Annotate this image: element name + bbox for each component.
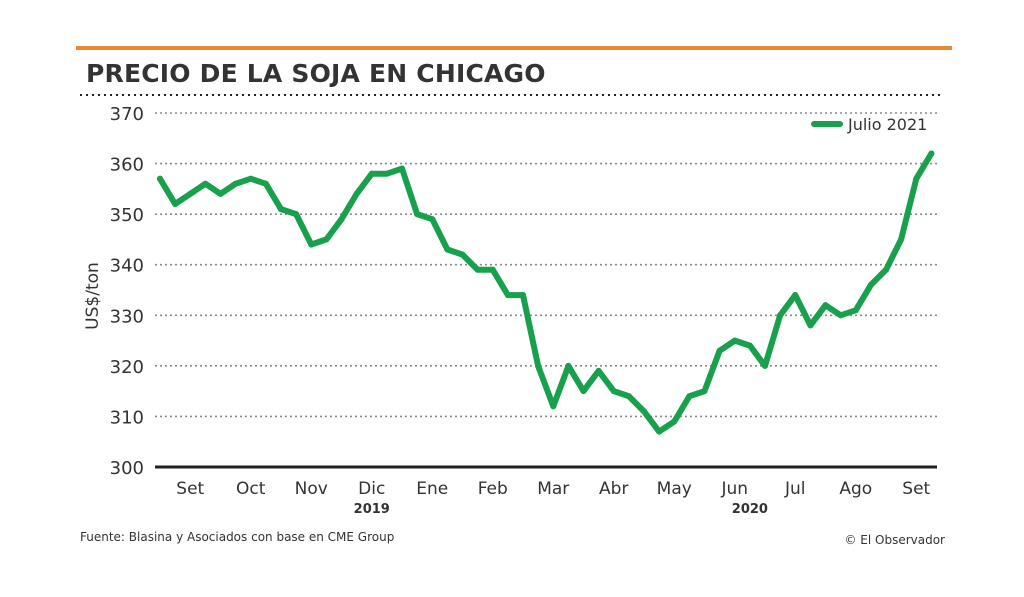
data-point — [898, 236, 905, 243]
data-point — [716, 347, 723, 354]
data-point — [641, 408, 647, 415]
top-accent-rule — [76, 46, 952, 50]
data-point — [807, 322, 814, 329]
data-point — [414, 211, 421, 218]
legend-label: Julio 2021 — [847, 115, 927, 134]
y-tick-label: 360 — [110, 155, 144, 176]
y-tick-label: 310 — [110, 407, 144, 428]
data-point — [399, 165, 405, 172]
y-tick-labels: 300 310 320 330 340 350 360 370 — [110, 104, 144, 479]
x-tick-label: Jul — [784, 479, 806, 499]
data-point — [822, 302, 829, 309]
data-point — [852, 307, 859, 314]
data-point — [595, 367, 602, 374]
data-point — [746, 342, 753, 349]
x-tick-label: Jun — [720, 479, 748, 499]
x-tick-label: Mar — [537, 479, 569, 499]
data-point — [762, 362, 768, 369]
data-point — [504, 292, 511, 299]
data-point — [444, 246, 451, 253]
data-point — [565, 362, 572, 369]
data-point — [913, 175, 920, 182]
year-label: 2019 — [354, 502, 390, 517]
data-point — [293, 211, 300, 218]
x-tick-label: Ago — [839, 479, 872, 499]
x-tick-labels: Set Oct Nov Dic Ene Feb Mar Abr May Jun Jul Ago Set — [176, 479, 930, 499]
y-tick-label: 300 — [110, 458, 144, 479]
data-point — [353, 190, 360, 197]
data-point — [686, 393, 693, 400]
data-point — [580, 388, 587, 395]
data-point — [247, 175, 254, 182]
data-point — [262, 180, 269, 187]
y-tick-label: 330 — [110, 306, 144, 327]
data-point — [474, 266, 481, 273]
y-tick-label: 340 — [110, 256, 144, 277]
x-tick-label: Set — [902, 479, 930, 499]
data-point — [671, 418, 678, 425]
data-point — [172, 201, 179, 208]
data-point — [625, 393, 632, 400]
x-tick-label: Dic — [358, 479, 385, 499]
data-point — [656, 428, 663, 435]
y-axis-label: US$/ton — [83, 262, 103, 330]
data-point — [187, 190, 194, 197]
x-tick-label: Abr — [599, 479, 628, 499]
data-point — [308, 241, 315, 248]
year-labels: 2019 2020 — [354, 502, 768, 517]
data-point — [610, 388, 617, 395]
data-point — [429, 216, 436, 223]
data-point — [323, 236, 330, 243]
data-point — [232, 180, 239, 187]
data-point — [867, 281, 874, 288]
y-tick-label: 320 — [110, 357, 144, 378]
data-point — [157, 175, 163, 182]
x-tick-label: Nov — [295, 479, 328, 499]
data-point — [278, 206, 284, 213]
credit-note: © El Observador — [844, 533, 945, 547]
data-point — [520, 292, 526, 299]
year-label: 2020 — [732, 502, 768, 517]
data-point — [202, 180, 209, 187]
grid-lines — [155, 112, 937, 418]
data-point — [928, 150, 935, 157]
data-point — [368, 170, 375, 177]
data-point — [777, 312, 784, 319]
series-line-julio-2021 — [157, 150, 935, 435]
data-point — [535, 362, 542, 369]
data-point — [701, 388, 708, 395]
data-point — [459, 251, 466, 258]
source-note: Fuente: Blasina y Asociados con base en … — [80, 530, 394, 544]
x-tick-label: Oct — [236, 479, 266, 499]
x-tick-label: Set — [176, 479, 204, 499]
data-point — [383, 170, 390, 177]
x-tick-label: Ene — [416, 479, 448, 499]
data-point — [883, 266, 889, 273]
chart-title: PRECIO DE LA SOJA EN CHICAGO — [86, 59, 546, 88]
data-point — [792, 292, 799, 299]
y-tick-label: 350 — [110, 205, 144, 226]
data-point — [731, 337, 738, 344]
data-point — [550, 403, 557, 410]
data-point — [338, 216, 345, 223]
data-point — [489, 266, 496, 273]
x-tick-label: Feb — [478, 479, 508, 499]
data-point — [217, 190, 224, 197]
legend: Julio 2021 — [811, 115, 927, 134]
data-point — [837, 312, 844, 319]
series-points — [157, 150, 935, 435]
y-tick-label: 370 — [110, 104, 144, 125]
x-tick-label: May — [657, 479, 692, 499]
